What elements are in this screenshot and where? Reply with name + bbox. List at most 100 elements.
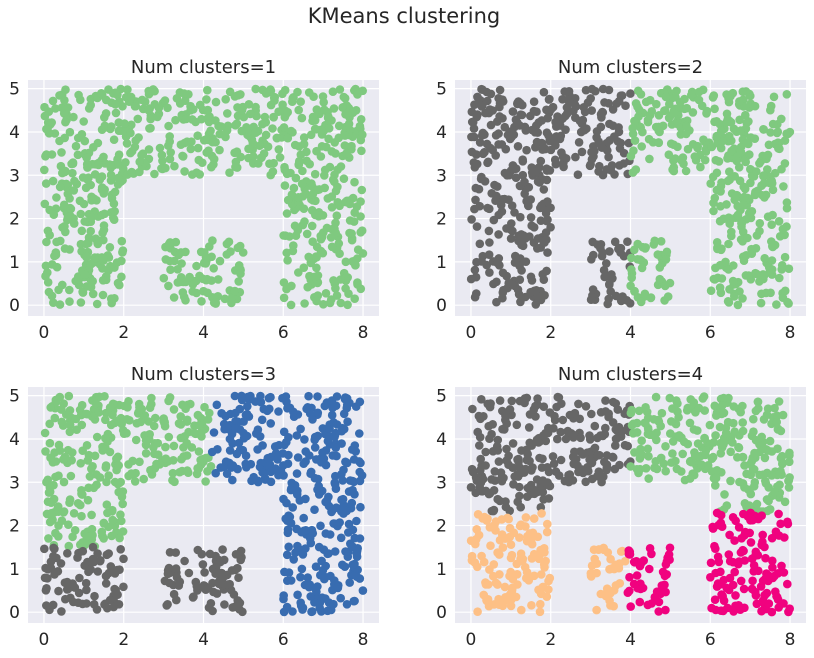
data-point — [550, 415, 560, 425]
data-point — [100, 600, 109, 609]
data-point — [674, 413, 683, 422]
data-point — [123, 85, 132, 94]
data-point — [587, 155, 597, 164]
data-point — [740, 461, 749, 470]
data-point — [82, 441, 92, 450]
data-point — [661, 587, 670, 597]
data-point — [528, 167, 538, 177]
data-point — [113, 590, 122, 599]
data-point — [182, 451, 192, 460]
data-point — [208, 137, 217, 147]
data-point — [113, 479, 123, 489]
data-point — [735, 115, 744, 125]
data-point — [310, 473, 320, 483]
data-point — [573, 170, 583, 179]
data-point — [486, 143, 495, 153]
data-point — [683, 403, 693, 413]
subplot-2: 0 2 4 6 8 0 1 2 3 4 5 Num clusters=2 — [436, 57, 806, 343]
data-point — [625, 572, 634, 582]
data-point — [498, 601, 508, 611]
data-point — [759, 271, 769, 280]
data-point — [611, 581, 621, 590]
data-point — [45, 230, 54, 240]
data-point — [774, 397, 784, 406]
data-point — [542, 266, 551, 276]
data-point — [641, 419, 650, 428]
data-point — [107, 531, 116, 541]
data-point — [706, 573, 715, 582]
data-point — [516, 110, 525, 119]
data-point — [619, 251, 629, 261]
data-point — [574, 467, 583, 477]
data-point — [171, 115, 180, 125]
data-point — [77, 400, 87, 410]
data-point — [657, 408, 667, 418]
data-point — [59, 455, 68, 464]
data-point — [348, 560, 358, 570]
data-point — [60, 222, 69, 231]
data-point — [202, 148, 211, 157]
data-point — [222, 239, 232, 249]
data-point — [725, 219, 734, 228]
data-point — [40, 165, 49, 175]
data-point — [502, 444, 511, 454]
data-point — [482, 516, 492, 525]
data-point — [673, 399, 682, 408]
data-point — [193, 143, 203, 153]
data-point — [759, 171, 768, 180]
data-point — [631, 165, 641, 174]
data-point — [299, 513, 309, 523]
data-point — [231, 416, 240, 426]
data-point — [711, 481, 720, 490]
data-point — [479, 590, 489, 600]
subplot-4: 0 2 4 6 8 0 1 2 3 4 5 Num clusters=4 — [436, 364, 806, 650]
data-point — [498, 543, 508, 552]
data-point — [295, 156, 304, 166]
data-point — [85, 472, 95, 481]
data-point — [327, 147, 337, 156]
data-point — [514, 457, 523, 467]
data-point — [533, 292, 542, 301]
data-point — [725, 530, 734, 540]
data-point — [304, 252, 314, 262]
data-point — [82, 599, 91, 608]
data-point — [69, 186, 79, 195]
data-point — [216, 122, 226, 131]
data-point — [293, 453, 303, 462]
data-point — [529, 97, 539, 106]
data-point — [87, 464, 96, 474]
data-point — [169, 405, 179, 414]
data-point — [716, 202, 725, 211]
data-point — [700, 434, 709, 444]
data-point — [355, 397, 365, 407]
data-point — [87, 213, 96, 222]
data-point — [478, 85, 487, 94]
data-point — [300, 435, 309, 444]
data-point — [693, 439, 703, 448]
y-tick-label: 5 — [436, 80, 447, 100]
data-point — [751, 587, 760, 597]
data-point — [52, 193, 61, 202]
data-point — [312, 263, 321, 273]
data-point — [150, 86, 159, 96]
data-point — [179, 89, 189, 98]
data-point — [515, 491, 524, 501]
data-point — [141, 449, 151, 458]
data-point — [255, 141, 264, 150]
data-point — [163, 600, 172, 609]
data-point — [269, 158, 279, 168]
data-point — [479, 557, 489, 567]
data-point — [494, 129, 503, 138]
data-point — [539, 87, 549, 97]
data-point — [600, 272, 609, 282]
data-point — [518, 170, 528, 180]
data-point — [57, 103, 67, 112]
data-point — [651, 392, 661, 402]
data-point — [97, 89, 106, 98]
data-point — [74, 588, 84, 598]
data-point — [49, 210, 59, 219]
data-point — [712, 238, 722, 247]
data-point — [286, 300, 296, 310]
data-point — [279, 494, 288, 504]
